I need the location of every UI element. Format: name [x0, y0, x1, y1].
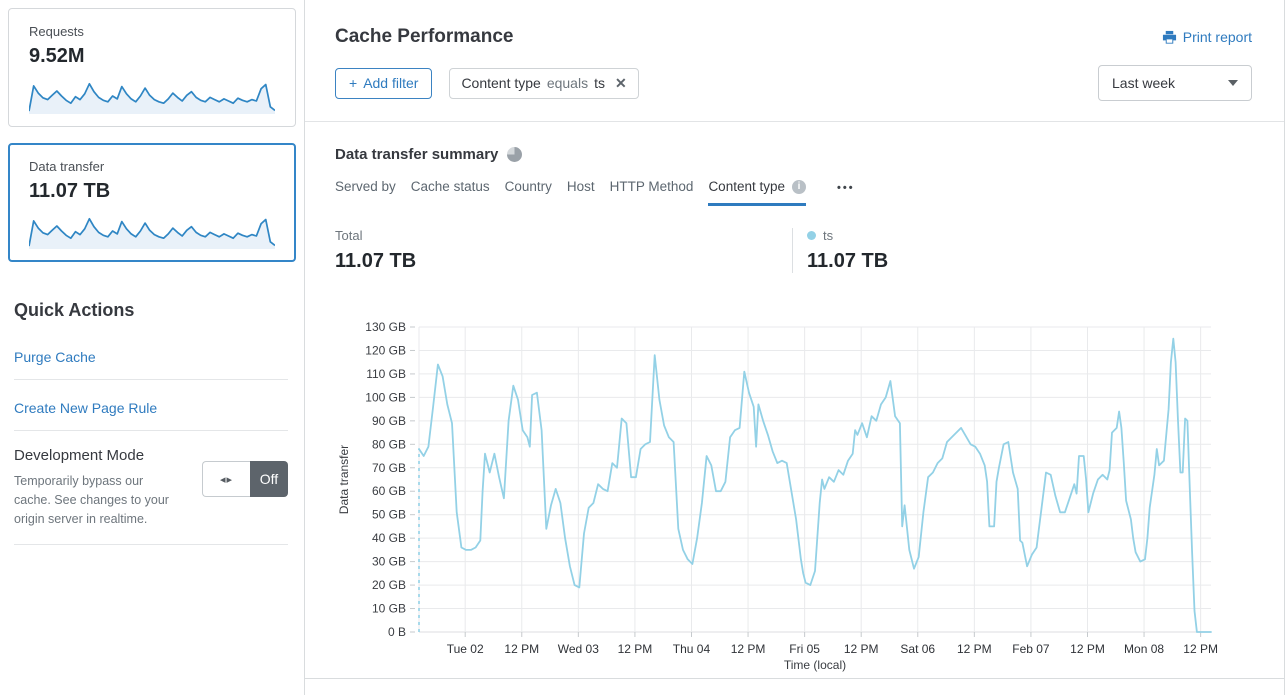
- tab-label: Served by: [335, 179, 396, 194]
- development-mode-block: Development Mode Temporarily bypass our …: [14, 443, 288, 546]
- development-mode-description: Temporarily bypass our cache. See change…: [14, 474, 169, 526]
- tab-cache-status[interactable]: Cache status: [411, 179, 490, 206]
- series-ts-value: 11.07 TB: [807, 250, 889, 272]
- sidebar: Requests 9.52M Data transfer 11.07 TB Qu…: [0, 0, 305, 695]
- svg-text:Time (local): Time (local): [784, 658, 846, 672]
- printer-icon: [1162, 30, 1176, 44]
- svg-text:10 GB: 10 GB: [372, 602, 406, 616]
- svg-text:12 PM: 12 PM: [844, 642, 879, 656]
- data-transfer-value: 11.07 TB: [29, 180, 111, 202]
- svg-text:12 PM: 12 PM: [1070, 642, 1105, 656]
- svg-text:100 GB: 100 GB: [365, 390, 406, 404]
- svg-text:12 PM: 12 PM: [504, 642, 539, 656]
- time-range-selected: Last week: [1112, 75, 1176, 91]
- requests-sparkline-chart: [29, 82, 275, 114]
- svg-text:0 B: 0 B: [388, 625, 406, 639]
- quick-actions-divider: [14, 379, 288, 380]
- development-mode-title: Development Mode: [14, 447, 145, 464]
- svg-text:40 GB: 40 GB: [372, 531, 406, 545]
- svg-text:Thu 04: Thu 04: [673, 642, 711, 656]
- section-divider: [305, 678, 1284, 679]
- data-transfer-card[interactable]: Data transfer 11.07 TB: [8, 143, 296, 262]
- data-transfer-sparkline-chart: [29, 217, 275, 249]
- svg-text:60 GB: 60 GB: [372, 484, 406, 498]
- filter-chip-operator: equals: [546, 75, 589, 91]
- svg-text:110 GB: 110 GB: [366, 367, 406, 381]
- print-report-button[interactable]: Print report: [1162, 29, 1252, 45]
- filter-chip-close-icon[interactable]: ✕: [614, 74, 627, 91]
- info-icon[interactable]: i: [792, 179, 806, 194]
- tab-served-by[interactable]: Served by: [335, 179, 396, 206]
- total-label: Total: [335, 228, 363, 243]
- filter-chip-field: Content type: [461, 75, 541, 91]
- stats-divider: [792, 228, 793, 273]
- quick-actions-divider: [14, 430, 288, 431]
- total-value: 11.07 TB: [335, 250, 417, 272]
- tab-label: Country: [504, 179, 552, 194]
- page-title: Cache Performance: [335, 26, 514, 47]
- svg-text:12 PM: 12 PM: [957, 642, 992, 656]
- svg-text:12 PM: 12 PM: [1183, 642, 1218, 656]
- requests-card[interactable]: Requests 9.52M: [8, 8, 296, 127]
- filter-chip-content-type[interactable]: Content type equals ts ✕: [449, 67, 639, 99]
- svg-text:130 GB: 130 GB: [365, 320, 406, 334]
- svg-text:Data transfer: Data transfer: [337, 445, 351, 514]
- svg-text:Tue 02: Tue 02: [447, 642, 484, 656]
- dimension-tabs: Served by Cache status Country Host HTTP Met…: [335, 179, 1252, 206]
- svg-text:12 PM: 12 PM: [618, 642, 653, 656]
- development-mode-toggle[interactable]: ◂▸ Off: [202, 461, 288, 497]
- svg-text:120 GB: 120 GB: [365, 343, 406, 357]
- requests-value: 9.52M: [29, 45, 85, 67]
- svg-text:20 GB: 20 GB: [372, 578, 406, 592]
- svg-text:70 GB: 70 GB: [372, 461, 406, 475]
- tab-host[interactable]: Host: [567, 179, 595, 206]
- svg-text:12 PM: 12 PM: [731, 642, 766, 656]
- svg-text:Mon 08: Mon 08: [1124, 642, 1164, 656]
- svg-text:Feb 07: Feb 07: [1012, 642, 1050, 656]
- add-filter-label: Add filter: [363, 75, 419, 91]
- svg-text:30 GB: 30 GB: [372, 555, 406, 569]
- print-report-label: Print report: [1182, 29, 1252, 45]
- main-panel: Cache Performance Print report + Add fil…: [305, 0, 1285, 695]
- data-transfer-line-chart: 0 B 10 GB 20 GB 30 GB 40 GB 50 GB 60 GB 70 GB 80…: [337, 320, 1218, 672]
- filter-chip-value: ts: [594, 75, 605, 91]
- requests-label: Requests: [29, 24, 84, 39]
- quick-actions-title: Quick Actions: [14, 300, 135, 320]
- tab-label: HTTP Method: [609, 179, 694, 194]
- time-range-dropdown[interactable]: Last week: [1098, 65, 1252, 101]
- tab-label: Host: [566, 179, 595, 194]
- quick-action-create-new-page-rule[interactable]: Create New Page Rule: [14, 400, 158, 416]
- data-transfer-label: Data transfer: [29, 159, 105, 174]
- tab-label: Cache status: [410, 179, 490, 194]
- tab-country[interactable]: Country: [505, 179, 552, 206]
- summary-title: Data transfer summary: [335, 146, 499, 163]
- toggle-off-state[interactable]: Off: [250, 461, 288, 497]
- tab-content-type[interactable]: Content type i: [708, 179, 806, 206]
- series-ts-legend-label: ts: [823, 228, 834, 243]
- dropdown-caret-icon: [1228, 80, 1238, 86]
- toggle-arrows-icon[interactable]: ◂▸: [202, 461, 250, 497]
- tab-label: Content type: [708, 179, 785, 194]
- tab-http-method[interactable]: HTTP Method: [610, 179, 694, 206]
- svg-text:Sat 06: Sat 06: [900, 642, 935, 656]
- plus-icon: +: [349, 75, 358, 91]
- more-dimensions-button[interactable]: •••: [837, 182, 855, 194]
- header-divider: [305, 121, 1284, 122]
- series-ts-legend-dot: [807, 231, 816, 240]
- svg-text:90 GB: 90 GB: [372, 414, 406, 428]
- quick-action-purge-cache[interactable]: Purge Cache: [14, 349, 96, 365]
- add-filter-button[interactable]: + Add filter: [335, 67, 433, 99]
- svg-text:80 GB: 80 GB: [372, 437, 406, 451]
- svg-text:Fri 05: Fri 05: [789, 642, 820, 656]
- quick-actions-section: Quick Actions Purge Cache Create New Page…: [8, 300, 296, 546]
- svg-text:Wed 03: Wed 03: [558, 642, 599, 656]
- svg-text:50 GB: 50 GB: [372, 508, 406, 522]
- pie-chart-icon: [507, 147, 523, 162]
